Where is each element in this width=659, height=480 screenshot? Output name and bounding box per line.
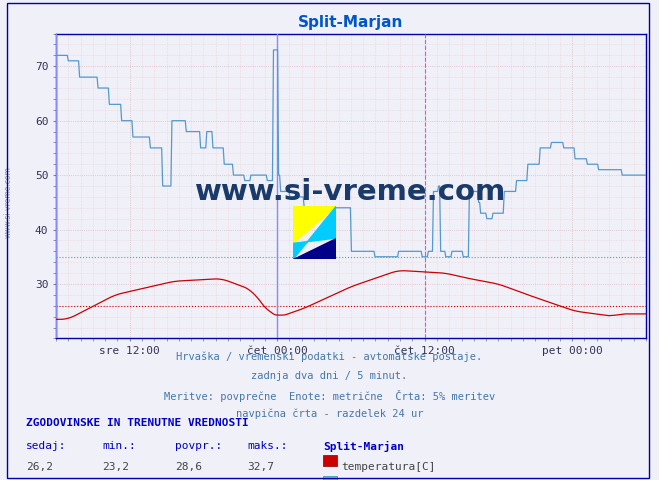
Text: Meritve: povprečne  Enote: metrične  Črta: 5% meritev: Meritve: povprečne Enote: metrične Črta:…: [164, 390, 495, 402]
Text: 23,2: 23,2: [102, 462, 129, 472]
Text: min.:: min.:: [102, 441, 136, 451]
Text: Hrvaška / vremenski podatki - avtomatske postaje.: Hrvaška / vremenski podatki - avtomatske…: [177, 351, 482, 362]
Text: zadnja dva dni / 5 minut.: zadnja dva dni / 5 minut.: [251, 371, 408, 381]
Text: navpična črta - razdelek 24 ur: navpična črta - razdelek 24 ur: [236, 409, 423, 420]
Text: sedaj:: sedaj:: [26, 441, 67, 451]
Text: povpr.:: povpr.:: [175, 441, 222, 451]
Text: maks.:: maks.:: [247, 441, 287, 451]
Text: 32,7: 32,7: [247, 462, 274, 472]
Text: Split-Marjan: Split-Marjan: [323, 441, 404, 452]
Text: ZGODOVINSKE IN TRENUTNE VREDNOSTI: ZGODOVINSKE IN TRENUTNE VREDNOSTI: [26, 418, 249, 428]
Text: www.si-vreme.com: www.si-vreme.com: [3, 166, 13, 238]
Polygon shape: [293, 238, 336, 259]
Polygon shape: [293, 206, 336, 243]
Polygon shape: [293, 206, 336, 259]
Title: Split-Marjan: Split-Marjan: [299, 15, 403, 30]
Text: 28,6: 28,6: [175, 462, 202, 472]
Text: temperatura[C]: temperatura[C]: [341, 462, 436, 472]
Text: 26,2: 26,2: [26, 462, 53, 472]
Text: www.si-vreme.com: www.si-vreme.com: [195, 178, 507, 206]
